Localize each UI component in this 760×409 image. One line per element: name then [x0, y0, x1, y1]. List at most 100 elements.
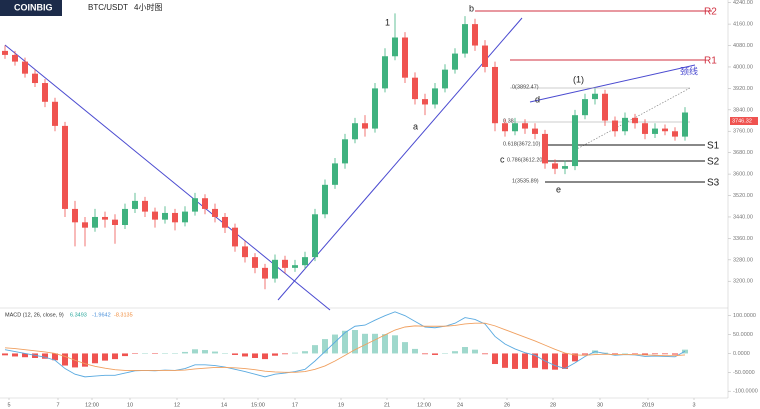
candle-body [122, 208, 128, 225]
fib-label: 0.618(3672.10) [503, 141, 540, 147]
candle-body [432, 88, 438, 105]
macd-histogram-bar [512, 353, 518, 369]
macd-histogram-bar [402, 342, 408, 354]
candle-body [42, 83, 48, 102]
wave-label: d [535, 94, 540, 104]
macd-legend-value: -1.9642 [92, 312, 111, 318]
x-tick-label: 12 [174, 402, 180, 408]
macd-histogram-bar [392, 335, 398, 354]
x-tick-label: 5 [7, 402, 10, 408]
macd-histogram-bar [382, 334, 388, 354]
fib-label: 0(3892.47) [512, 84, 539, 90]
y-tick-label: 3840.00 [733, 107, 753, 113]
candle-body [662, 128, 668, 132]
macd-histogram-bar [612, 353, 618, 355]
macd-histogram-bar [112, 353, 118, 360]
candle-body [602, 93, 608, 121]
candle-body [562, 166, 568, 169]
candle-body [222, 216, 228, 228]
candle-body [412, 77, 418, 100]
candle-body [72, 208, 78, 223]
macd-histogram-bar [452, 351, 458, 354]
candle-body [532, 128, 538, 134]
candle-body [312, 214, 318, 258]
macd-histogram-bar [562, 353, 568, 369]
candle-body [282, 259, 288, 268]
macd-histogram-bar [272, 353, 278, 356]
macd-line [4, 322, 686, 373]
candle-body [272, 259, 278, 279]
macd-histogram-bar [222, 353, 228, 354]
macd-histogram-bar [442, 353, 448, 354]
x-tick-label: 14 [221, 402, 227, 408]
candle-body [372, 88, 378, 129]
candle-body [402, 37, 408, 78]
macd-histogram-bar [352, 330, 358, 354]
macd-histogram-bar [92, 353, 98, 364]
macd-histogram-bar [432, 353, 438, 355]
macd-histogram-bar [662, 353, 668, 355]
x-tick-label: 24 [457, 402, 463, 408]
x-tick-label: 12:00 [417, 402, 431, 408]
macd-histogram-bar [342, 330, 348, 354]
y-tick-label: 3440.00 [733, 214, 753, 220]
level-label: S2 [707, 157, 720, 168]
candle-body [512, 123, 518, 132]
candle-body [422, 99, 428, 105]
macd-histogram-bar [552, 353, 558, 370]
candle-body [162, 212, 168, 220]
wave-label: a [413, 121, 418, 131]
level-label: R1 [704, 56, 717, 67]
x-tick-label: 7 [56, 402, 59, 408]
macd-histogram-bar [52, 353, 58, 361]
price-tag-box [730, 117, 758, 125]
macd-histogram-bar [182, 351, 188, 354]
x-tick-label: 19 [338, 402, 344, 408]
macd-histogram-bar [642, 353, 648, 355]
y-tick-label: 3680.00 [733, 150, 753, 156]
macd-title: MACD (12, 26, close, 9) [5, 312, 64, 318]
macd-histogram-bar [2, 353, 8, 356]
logo: COINBIG [14, 2, 53, 12]
y-tick-label: 0.0000 [733, 351, 750, 357]
macd-histogram-bar [172, 353, 178, 354]
macd-histogram-bar [492, 353, 498, 365]
x-tick-label: 26 [504, 402, 510, 408]
candle-body [22, 61, 28, 74]
macd-histogram-bar [502, 353, 508, 368]
candle-body [132, 200, 138, 209]
wave-label: 1 [385, 17, 390, 27]
candle-body [452, 53, 458, 70]
logo-box [0, 0, 62, 16]
y-tick-label: 3520.00 [733, 193, 753, 199]
candle-body [552, 163, 558, 169]
macd-histogram-bar [672, 353, 678, 355]
candle-body [52, 101, 58, 126]
macd-histogram-bar [522, 353, 528, 369]
candle-body [202, 198, 208, 209]
macd-legend-value: -8.3135 [114, 312, 133, 318]
y-tick-label: 3760.00 [733, 129, 753, 135]
y-tick-label: 3360.00 [733, 236, 753, 242]
y-tick-label: 4000.00 [733, 64, 753, 70]
candle-body [342, 139, 348, 164]
macd-histogram-bar [102, 353, 108, 361]
candle-body [542, 133, 548, 164]
neck-line [529, 64, 696, 103]
macd-histogram-bar [142, 353, 148, 354]
candle-body [262, 267, 268, 279]
candle-body [182, 211, 188, 223]
y-tick-label: -100.0000 [733, 389, 758, 395]
candle-body [442, 69, 448, 89]
title: BTC/USDT [88, 3, 128, 12]
candle-body [172, 212, 178, 223]
candle-body [462, 24, 468, 54]
x-tick-label: 30 [597, 402, 603, 408]
candle-body [322, 184, 328, 215]
y-tick-label: 4160.00 [733, 22, 753, 28]
wave-label: (1) [573, 74, 584, 84]
candle-body [32, 73, 38, 84]
candle-body [612, 120, 618, 132]
macd-histogram-bar [302, 351, 308, 354]
macd-line [4, 311, 686, 378]
